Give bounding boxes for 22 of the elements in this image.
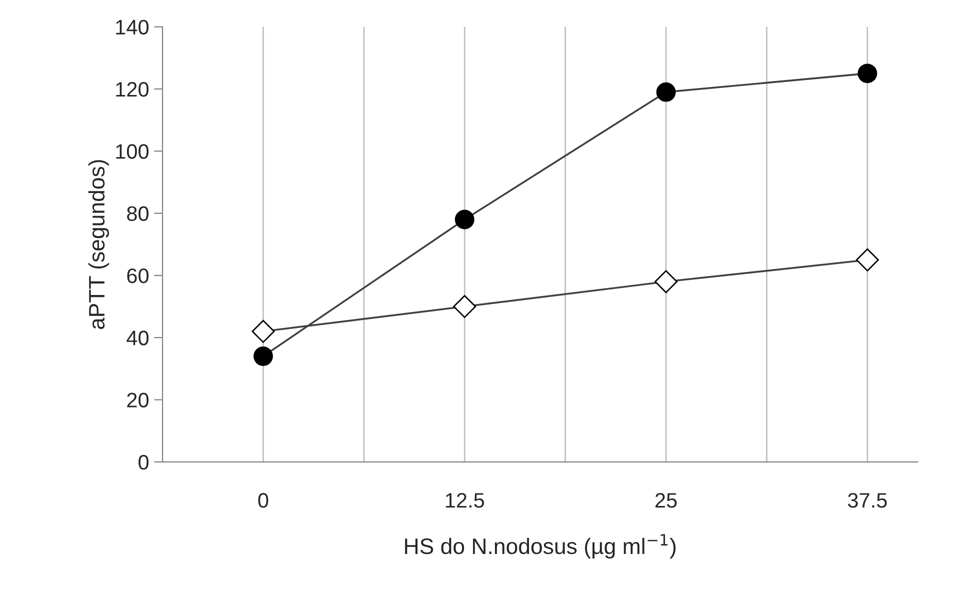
y-tick-label: 20 <box>127 392 149 408</box>
y-tick-label: 140 <box>116 20 149 35</box>
x-tick-label: 0 <box>258 493 268 508</box>
y-tick-label: 40 <box>126 330 149 346</box>
y-tick-label: 80 <box>127 206 149 222</box>
x-tick-label: 25 <box>655 493 677 508</box>
y-tick-label: 0 <box>138 454 149 470</box>
point <box>253 346 273 366</box>
point <box>856 248 879 272</box>
y-axis-title: aPTT (segundos) <box>88 160 110 330</box>
point <box>858 64 878 84</box>
y-tick-label: 100 <box>116 144 149 159</box>
point <box>454 210 474 230</box>
point <box>252 320 275 343</box>
x-axis-title: HS do N.nodosus (µg ml$^{−1}$) <box>405 534 676 559</box>
y-tick-label: 60 <box>127 268 149 284</box>
y-tick-label: 120 <box>116 82 149 97</box>
x-tick-label: 12.5 <box>446 493 484 508</box>
point <box>656 82 676 102</box>
point <box>654 270 678 294</box>
x-tick-label: 37.5 <box>848 493 887 508</box>
point <box>453 295 476 318</box>
